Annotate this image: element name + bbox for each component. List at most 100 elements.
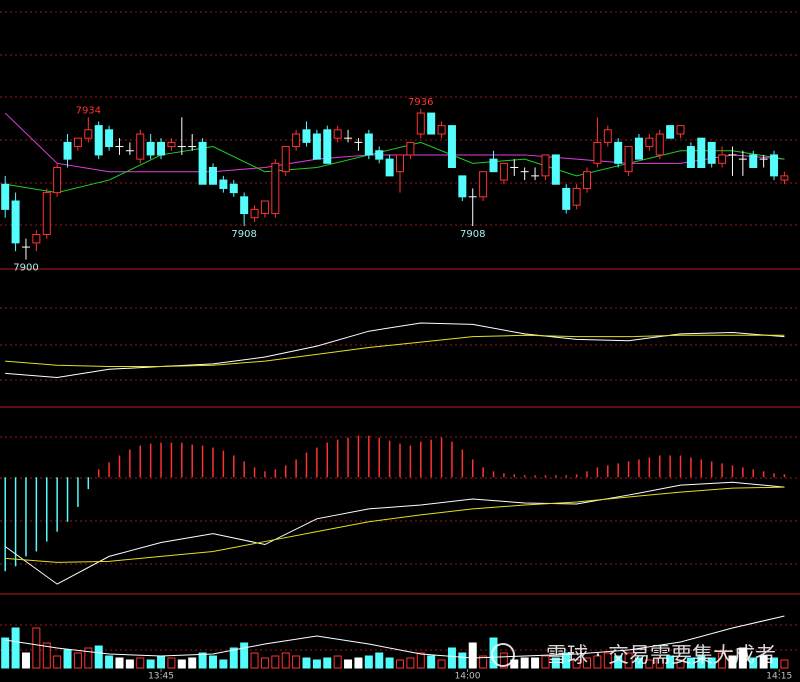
volume-bar: [177, 659, 186, 669]
volume-bar: [271, 655, 280, 669]
volume-bar: [240, 642, 249, 669]
volume-bar: [541, 655, 550, 669]
x-tick-label: 14:15: [766, 672, 792, 682]
candle-body: [551, 154, 560, 185]
candle-body: [240, 196, 249, 215]
volume-bar: [1, 637, 10, 669]
volume-bar: [624, 652, 633, 669]
candle-body: [697, 137, 706, 168]
volume-bar: [458, 652, 467, 669]
volume-bar: [770, 657, 779, 669]
candle-body: [250, 208, 259, 219]
volume-bar: [312, 659, 321, 669]
volume-bar: [53, 655, 62, 669]
candle-body: [11, 200, 20, 244]
candle-body: [603, 129, 612, 143]
candle-body: [364, 133, 373, 156]
indicator-line: [5, 322, 785, 378]
volume-bar: [32, 627, 41, 669]
candle-body: [105, 129, 114, 148]
candle-body: [219, 179, 228, 189]
candle-body: [416, 112, 425, 135]
indicator-line: [5, 486, 785, 563]
candle-body: [655, 133, 664, 156]
candle-body: [63, 141, 72, 160]
candle-body: [375, 150, 384, 160]
volume-bar: [666, 655, 675, 669]
volume-bar: [125, 659, 134, 669]
price-annotation: 7908: [460, 229, 485, 240]
candle-body: [593, 141, 602, 164]
volume-bar: [655, 657, 664, 669]
volume-bar: [260, 657, 269, 669]
volume-bar: [562, 652, 571, 669]
candle-body: [499, 162, 508, 181]
volume-bar: [697, 655, 706, 669]
volume-bar: [489, 637, 498, 669]
candle-body: [312, 133, 321, 160]
candle-body: [572, 187, 581, 206]
candle-body: [136, 133, 145, 160]
volume-bar: [416, 652, 425, 669]
volume-bar: [728, 655, 737, 669]
volume-bar: [427, 655, 436, 669]
volume-bar: [208, 655, 217, 669]
volume-bar: [42, 642, 51, 669]
volume-bar: [157, 655, 166, 669]
volume-bar: [292, 655, 301, 669]
indicator-line: [5, 334, 785, 368]
candle-body: [208, 167, 217, 185]
watermark: 雪球 · 交易需要集大成者: [546, 643, 776, 667]
volume-bar: [645, 659, 654, 669]
volume-bar: [281, 652, 290, 669]
volume-bar: [167, 657, 176, 669]
indicator-line: [4, 481, 785, 585]
volume-bar: [707, 657, 716, 669]
volume-bar: [520, 657, 529, 669]
volume-bar: [531, 657, 540, 669]
candle-body: [447, 125, 456, 168]
volume-bar: [21, 652, 30, 669]
volume-bar: [105, 655, 114, 669]
indicator-line: [5, 141, 785, 194]
candle-body: [385, 158, 394, 177]
candle-body: [53, 167, 62, 194]
candle-body: [718, 154, 727, 164]
candle-body: [624, 146, 633, 173]
watermark-logo: [491, 643, 515, 667]
price-annotation: 7900: [13, 263, 38, 274]
candle-body: [271, 162, 280, 215]
candle-body: [666, 125, 675, 139]
volume-bar: [593, 655, 602, 669]
volume-bar: [468, 642, 477, 669]
candle-body: [323, 129, 332, 164]
price-annotation: 7908: [231, 229, 256, 240]
candle-body: [281, 146, 290, 173]
volume-bar: [603, 652, 612, 669]
volume-bar: [447, 647, 456, 669]
volume-bar: [115, 657, 124, 669]
volume-bar: [759, 655, 768, 669]
volume-bar: [583, 657, 592, 669]
candle-body: [686, 146, 695, 168]
candle-body: [167, 141, 176, 148]
candle-body: [489, 158, 498, 173]
candle-body: [437, 125, 446, 135]
candle-body: [292, 133, 301, 148]
candle-body: [749, 154, 758, 168]
volume-bar: [344, 659, 353, 669]
candle-body: [32, 234, 41, 244]
candle-body: [260, 200, 269, 215]
volume-bar: [84, 647, 93, 669]
candle-body: [229, 183, 238, 194]
volume-bar: [146, 659, 155, 669]
volume-bar: [323, 657, 332, 669]
volume-bar: [375, 652, 384, 669]
candle-body: [562, 187, 571, 210]
volume-bar: [718, 652, 727, 669]
volume-bar: [229, 647, 238, 669]
volume-bar: [634, 657, 643, 669]
volume-bar: [437, 659, 446, 669]
